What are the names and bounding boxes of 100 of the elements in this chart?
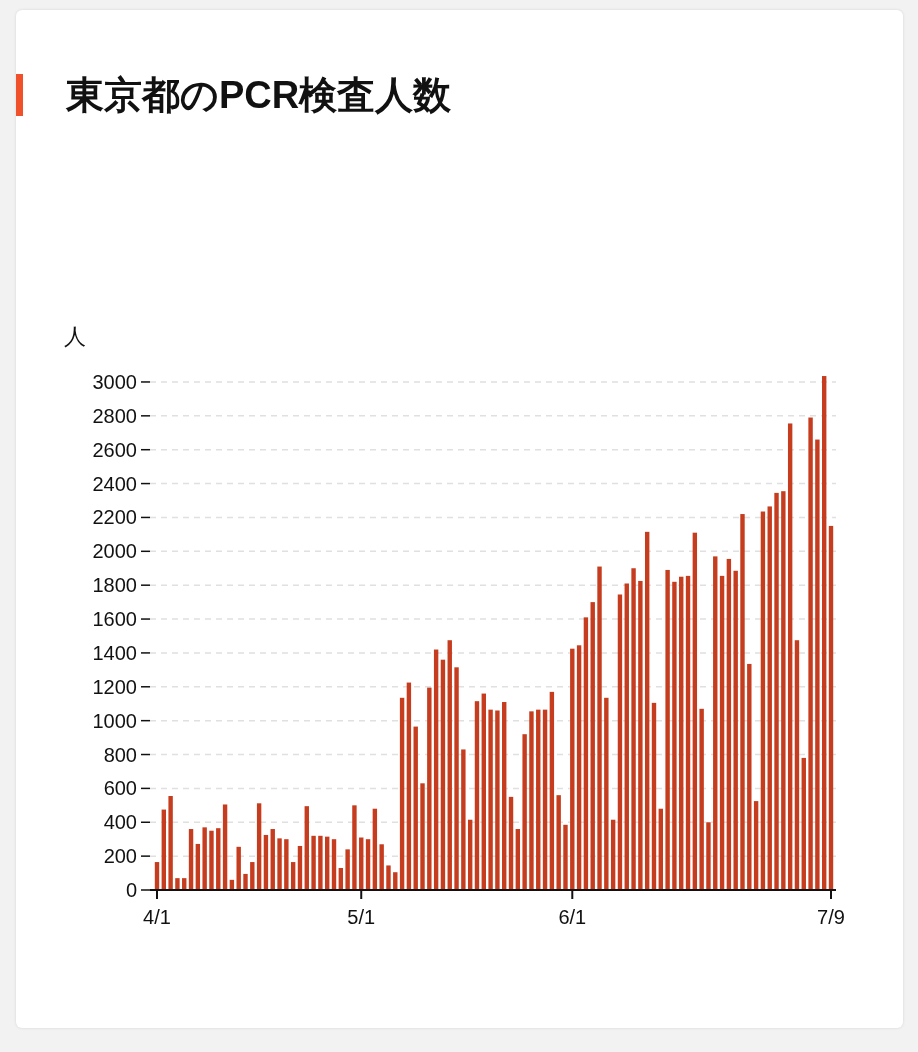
bar — [495, 710, 500, 890]
bar — [515, 829, 521, 890]
bar — [461, 749, 466, 890]
bar — [781, 491, 786, 890]
y-tick-label: 1200 — [92, 675, 137, 698]
bar — [236, 846, 241, 890]
bar — [576, 645, 582, 890]
bar — [638, 580, 643, 890]
y-tick-label: 2800 — [92, 404, 137, 427]
bar — [747, 663, 752, 890]
bar — [508, 796, 514, 890]
bar — [774, 492, 779, 890]
bar — [433, 649, 439, 890]
bar — [644, 531, 650, 890]
y-tick-label: 3000 — [92, 370, 137, 393]
bar — [222, 804, 228, 890]
bar — [536, 709, 541, 890]
y-tick-label: 1800 — [92, 574, 137, 597]
y-tick-label: 1400 — [92, 641, 137, 664]
bar — [474, 701, 480, 890]
y-tick-label: 0 — [125, 879, 137, 901]
bar — [672, 581, 677, 890]
bar — [570, 648, 575, 890]
y-axis-title: 人 — [64, 324, 86, 349]
bar — [318, 835, 323, 890]
bar — [753, 801, 759, 890]
bar — [808, 417, 813, 890]
bar — [175, 878, 180, 890]
bar — [250, 862, 255, 890]
bar — [502, 702, 507, 890]
bar — [440, 659, 446, 890]
bar — [740, 514, 745, 890]
bar — [304, 806, 309, 890]
bar — [787, 423, 793, 890]
bar — [733, 570, 738, 890]
bar — [604, 697, 609, 890]
bar — [719, 575, 725, 890]
bar — [794, 640, 800, 890]
bar — [542, 709, 548, 890]
bar — [706, 822, 711, 890]
x-tick-label: 4/1 — [143, 906, 171, 928]
bar — [590, 602, 595, 890]
x-tick-label: 7/9 — [817, 906, 845, 928]
x-tick-label: 6/1 — [558, 906, 587, 928]
bar — [188, 829, 194, 890]
y-tick-label: 800 — [103, 743, 137, 766]
bar — [828, 525, 834, 890]
bar — [631, 568, 636, 890]
bar — [713, 556, 718, 890]
bar — [420, 783, 425, 890]
bar — [679, 576, 684, 890]
y-tick-label: 2600 — [92, 438, 137, 461]
y-tick-label: 200 — [103, 845, 137, 868]
bar — [256, 803, 262, 890]
bar — [726, 558, 732, 890]
bar — [488, 709, 493, 890]
bar — [529, 711, 534, 890]
bar — [352, 805, 357, 890]
bar — [597, 566, 602, 890]
bar — [651, 702, 657, 890]
y-tick-label: 2000 — [92, 540, 137, 563]
bar — [202, 827, 207, 890]
bar — [270, 829, 275, 890]
bar — [311, 835, 316, 890]
bar — [243, 873, 248, 890]
bar — [563, 824, 568, 890]
bar — [345, 849, 350, 890]
bar — [406, 682, 412, 890]
bar — [624, 583, 629, 890]
bar — [454, 667, 459, 890]
y-tick-label: 1600 — [92, 608, 137, 631]
chart-title: 東京都のPCR検査人数 — [65, 74, 453, 116]
bar — [522, 734, 527, 890]
bar — [379, 844, 384, 890]
bar — [665, 569, 670, 890]
y-tick-label: 1000 — [92, 709, 137, 732]
bar — [284, 839, 289, 890]
x-tick-label: 5/1 — [347, 906, 376, 928]
bar — [801, 757, 806, 890]
y-tick-label: 2200 — [92, 506, 137, 529]
bar — [386, 865, 391, 890]
bar — [699, 708, 704, 890]
bar — [583, 617, 589, 890]
bar — [767, 506, 772, 890]
bar — [760, 511, 766, 890]
bar — [216, 828, 221, 890]
bar — [821, 376, 827, 890]
bar — [549, 691, 555, 890]
bar — [617, 594, 623, 890]
bar — [209, 830, 214, 890]
bar — [447, 640, 452, 890]
y-tick-label: 400 — [103, 811, 137, 834]
y-tick-label: 600 — [103, 777, 137, 800]
bar — [556, 795, 561, 890]
bar — [685, 575, 691, 890]
bar — [168, 796, 173, 890]
bar — [692, 532, 698, 890]
bar — [427, 687, 432, 890]
bar — [277, 838, 282, 890]
bar — [413, 726, 418, 890]
